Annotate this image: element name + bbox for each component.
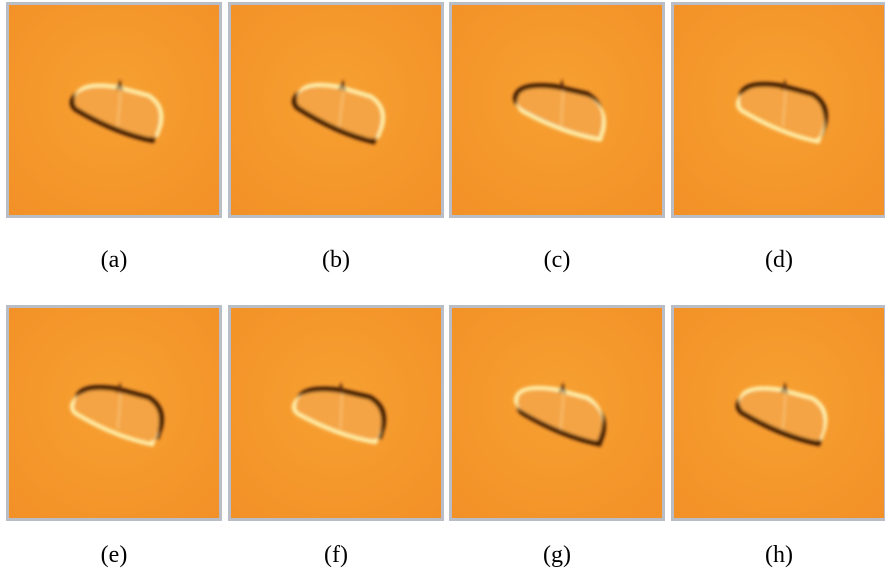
panel-label: (h) (719, 541, 839, 569)
panel-grid (0, 0, 885, 573)
panel-image (673, 4, 885, 217)
panel-image (230, 307, 443, 520)
figure: {"panels": [ {"label": "(a)"}, {"label":… (0, 0, 885, 573)
panel-label: (b) (276, 246, 396, 274)
panel-image (673, 307, 885, 520)
panel-image (8, 307, 221, 520)
panel-label: (e) (54, 541, 174, 569)
panel-label: (a) (54, 246, 174, 274)
panel-image (451, 307, 664, 520)
panel-label: (d) (719, 246, 839, 274)
panel-label: (f) (276, 541, 396, 569)
panel-label: (g) (497, 541, 617, 569)
panel-image (8, 4, 221, 217)
panel-image (230, 4, 443, 217)
panel-label: (c) (497, 246, 617, 274)
panel-image (451, 4, 664, 217)
